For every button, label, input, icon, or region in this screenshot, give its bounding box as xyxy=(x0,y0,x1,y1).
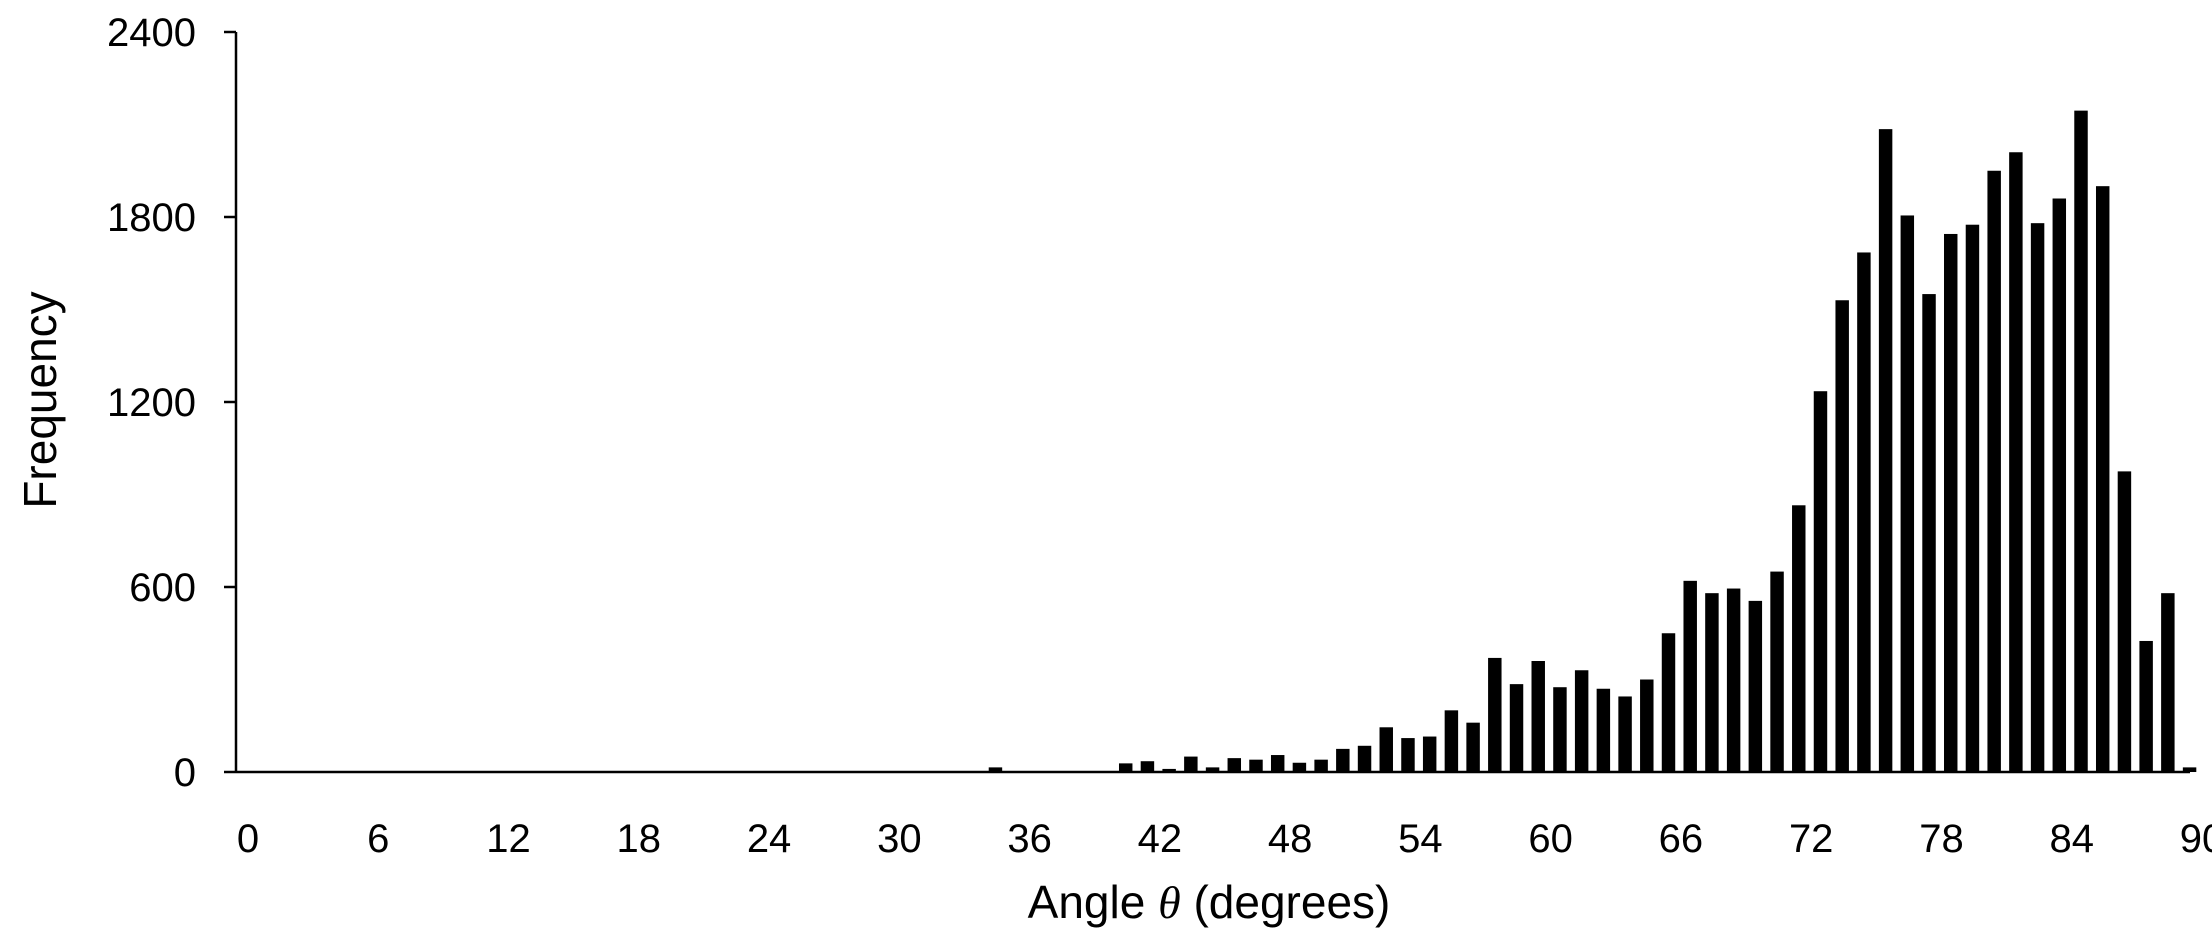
bar-55 xyxy=(1422,736,1437,772)
bar-86 xyxy=(2095,186,2110,773)
x-axis-title: Angle θ (degrees) xyxy=(1028,876,1391,928)
bar-62 xyxy=(1574,670,1589,772)
bar-67 xyxy=(1683,580,1697,772)
bar-46 xyxy=(1227,758,1242,773)
bar-45 xyxy=(1205,767,1220,773)
bar-48 xyxy=(1270,755,1285,772)
bar-83 xyxy=(2030,223,2045,773)
bar-88 xyxy=(2139,640,2153,772)
bar-64 xyxy=(1618,696,1632,772)
bar-49 xyxy=(1292,762,1307,772)
x-tick-label-66: 66 xyxy=(1659,817,1704,861)
x-tick-label-30: 30 xyxy=(877,817,922,861)
x-axis-title-symbol: θ xyxy=(1158,877,1181,928)
y-tick-label-2400: 2400 xyxy=(107,11,196,55)
bar-71 xyxy=(1770,571,1784,772)
bar-85 xyxy=(2074,110,2088,773)
bar-60 xyxy=(1531,661,1545,772)
bar-53 xyxy=(1379,727,1393,772)
x-tick-label-54: 54 xyxy=(1398,817,1443,861)
y-tick-label-600: 600 xyxy=(129,566,196,610)
bar-51 xyxy=(1336,748,1350,773)
bar-87 xyxy=(2117,471,2132,773)
bar-52 xyxy=(1357,745,1372,772)
x-tick-label-12: 12 xyxy=(486,817,531,861)
x-tick-label-60: 60 xyxy=(1528,817,1573,861)
x-tick-label-36: 36 xyxy=(1007,817,1052,861)
bar-74 xyxy=(1835,300,1849,772)
bar-42 xyxy=(1140,761,1155,772)
y-axis-title: Frequency xyxy=(14,291,66,508)
bar-69 xyxy=(1726,588,1741,772)
bar-68 xyxy=(1705,593,1719,772)
bar-80 xyxy=(1965,224,1980,772)
bar-76 xyxy=(1878,129,1893,773)
bar-73 xyxy=(1813,391,1828,772)
bar-58 xyxy=(1488,657,1502,772)
x-tick-label-72: 72 xyxy=(1789,817,1834,861)
x-tick-label-0: 0 xyxy=(237,817,259,861)
bars-group xyxy=(988,110,2197,773)
bar-35 xyxy=(988,767,1003,773)
bar-61 xyxy=(1553,687,1567,772)
bar-79 xyxy=(1944,233,1958,772)
y-tick-label-0: 0 xyxy=(174,751,196,795)
bar-72 xyxy=(1792,505,1806,772)
x-axis-title-text: Angle xyxy=(1028,876,1146,928)
x-tick-label-24: 24 xyxy=(747,817,792,861)
x-tick-label-48: 48 xyxy=(1268,817,1313,861)
bar-82 xyxy=(2009,152,2023,772)
bar-63 xyxy=(1596,688,1611,772)
y-tick-label-1800: 1800 xyxy=(107,196,196,240)
bar-47 xyxy=(1249,759,1263,772)
bar-70 xyxy=(1748,600,1763,773)
bar-66 xyxy=(1661,633,1676,772)
bar-41 xyxy=(1118,763,1133,772)
bar-89 xyxy=(2161,593,2175,772)
bar-50 xyxy=(1314,759,1328,772)
bar-59 xyxy=(1509,684,1524,773)
bar-56 xyxy=(1444,710,1459,772)
x-axis-ticks: 0 6 12 18 24 30 36 42 48 54 60 66 72 78 84 90 xyxy=(237,817,2212,861)
bar-57 xyxy=(1466,722,1480,772)
bar-77 xyxy=(1900,215,1915,772)
bar-54 xyxy=(1401,738,1415,772)
x-tick-label-90: 90 xyxy=(2180,817,2212,861)
bar-81 xyxy=(1987,170,2001,772)
x-tick-label-42: 42 xyxy=(1138,817,1183,861)
bar-44 xyxy=(1184,756,1198,772)
bar-65 xyxy=(1640,679,1654,772)
x-tick-label-78: 78 xyxy=(1919,817,1964,861)
y-tick-label-1200: 1200 xyxy=(107,381,196,425)
x-tick-label-18: 18 xyxy=(617,817,662,861)
bar-43 xyxy=(1162,768,1176,772)
bar-78 xyxy=(1922,294,1936,772)
bar-90 xyxy=(2182,767,2197,773)
bar-75 xyxy=(1857,252,1871,772)
x-axis-title-unit: (degrees) xyxy=(1193,876,1390,928)
x-tick-label-84: 84 xyxy=(2049,817,2094,861)
bar-84 xyxy=(2052,198,2067,772)
y-axis-ticks: 0 600 1200 1800 2400 xyxy=(107,11,236,795)
x-tick-label-6: 6 xyxy=(367,817,389,861)
